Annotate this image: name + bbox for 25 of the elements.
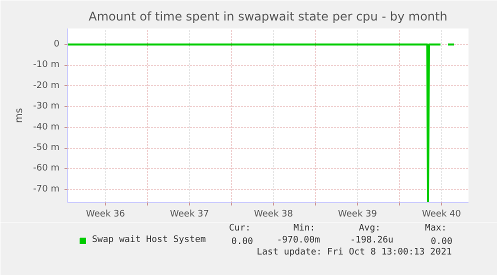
x-tick-label: Week 37	[170, 210, 209, 220]
x-tick-label: Week 36	[86, 210, 126, 220]
text: Last update: Fri Oct 8 13:00:13 2021	[256, 248, 452, 258]
text: -970.00m	[276, 236, 320, 246]
text: 0.00	[231, 237, 254, 247]
text: Max:	[425, 224, 447, 234]
text: 0.00	[430, 237, 452, 247]
y-tick-label: 0	[54, 39, 60, 50]
y-tick-label: -60 m	[33, 164, 60, 174]
y-tick-label: -50 m	[33, 143, 60, 154]
y-tick-label: -10 m	[33, 60, 60, 70]
text: -198.26u	[350, 236, 394, 246]
y-tick-label: -70 m	[33, 184, 60, 194]
x-tick-label: Week 39	[338, 210, 378, 220]
text: Avg:	[358, 224, 381, 234]
text: Min:	[294, 224, 316, 234]
x-tick-label: Week 40	[422, 210, 462, 220]
y-tick-label: -30 m	[33, 102, 60, 112]
y-tick-label: -40 m	[33, 122, 60, 132]
legend-label: Swap wait Host System	[92, 234, 206, 246]
y-axis-title: ms	[14, 108, 26, 123]
x-tick-label: Week 38	[254, 210, 294, 220]
chart-title: Amount of time spent in swapwait state per cpu - by month	[88, 10, 448, 24]
text: Cur:	[228, 224, 251, 234]
y-tick-label: -20 m	[33, 80, 60, 91]
